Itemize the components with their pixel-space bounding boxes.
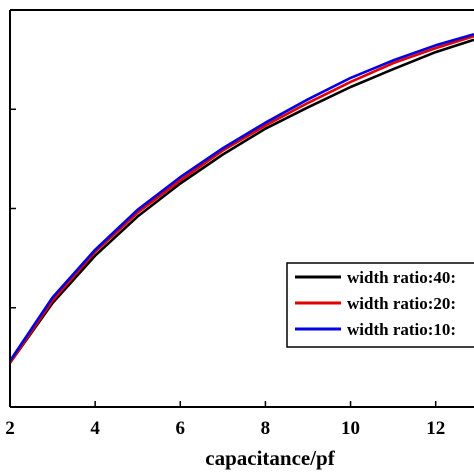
legend-entry-label: width ratio:10: xyxy=(347,320,456,339)
x-tick-label: 4 xyxy=(90,418,100,439)
x-tick-label: 12 xyxy=(426,418,445,439)
plot-area: 2 4 6 8 10 12 xyxy=(5,9,474,439)
x-tick-label: 2 xyxy=(5,418,15,439)
x-tick-label: 10 xyxy=(341,418,360,439)
series-layer xyxy=(8,32,474,364)
x-tick-label: 8 xyxy=(261,418,271,439)
series-line-1 xyxy=(8,38,474,364)
legend-entry-label: width ratio:20: xyxy=(347,294,456,313)
x-ticks: 2 4 6 8 10 12 xyxy=(5,401,445,439)
legend: width ratio:40: width ratio:20: width rati… xyxy=(286,262,474,348)
series-line-2 xyxy=(8,34,474,364)
legend-items: width ratio:40: width ratio:20: width rati… xyxy=(295,268,456,339)
x-axis-label: capacitance/pf xyxy=(205,446,335,470)
y-ticks xyxy=(10,9,16,408)
series-line-3 xyxy=(8,32,474,362)
legend-entry-label: width ratio:40: xyxy=(347,268,456,287)
x-tick-label: 6 xyxy=(176,418,186,439)
